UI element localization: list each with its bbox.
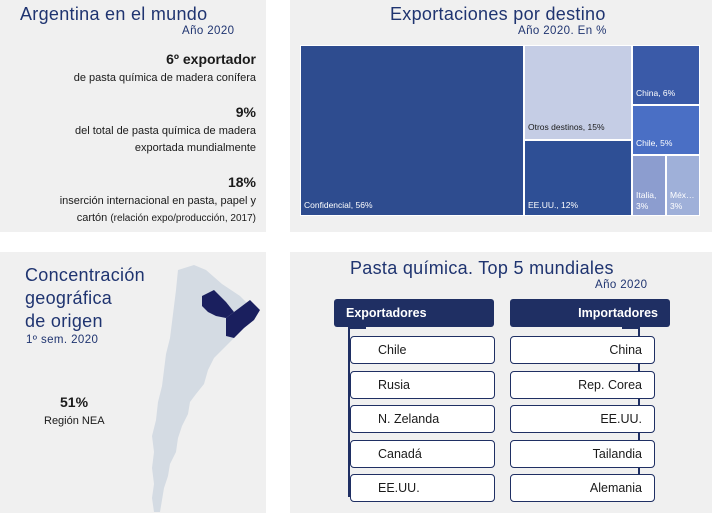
treemap-tile: EE.UU., 12% [524,140,632,216]
top5-subtitle: Año 2020 [595,279,648,291]
exportador-item: EE.UU. [350,474,495,502]
stat-note: (relación expo/producción, 2017) [110,213,256,224]
treemap-tile-label: EE.UU., 12% [528,200,579,210]
misiones-region [202,290,234,318]
stat-description: exportada mundialmente [134,142,256,154]
mundo-panel: Argentina en el mundo Año 2020 6º export… [0,0,266,232]
stat-description: de pasta química de madera conífera [73,72,256,84]
stat-description: inserción internacional en pasta, papel … [59,195,256,207]
treemap-tile: Italia, 3% [632,155,666,216]
stat-value: 18% [227,174,256,190]
treemap-tile: Chile, 5% [632,105,700,155]
treemap-tile: Méx… 3% [666,155,700,216]
argentina-map [152,265,260,512]
stat-total: 9% del total de pasta química de madera … [75,104,256,157]
treemap-tile-label: Italia, 3% [636,190,657,211]
treemap-tile-label: Confidencial, 56% [304,200,373,210]
stat-value: 6º exportador [166,51,256,67]
treemap-tile-label: Otros destinos, 15% [528,122,605,132]
treemap-tile: Otros destinos, 15% [524,45,632,140]
concentracion-title-line: de origen [25,311,103,331]
stat-description: cartón [76,212,108,224]
stat-value: 9% [235,104,256,120]
top5-title: Pasta química. Top 5 mundiales [350,258,614,278]
importador-item: Tailandia [510,439,655,468]
importador-item: Alemania [510,474,655,502]
exportador-item: Chile [350,336,495,364]
importador-item: EE.UU. [510,405,655,433]
stat-description: del total de pasta química de madera [74,125,256,137]
exportador-item: Canadá [350,439,495,468]
concentracion-title-line: Concentración [25,265,145,285]
treemap-tile: Confidencial, 56% [300,45,524,216]
exportadores-header: Exportadores [334,299,494,327]
concentracion-value-label: Región NEA [44,415,105,427]
treemap-tile-label: Chile, 5% [636,138,673,148]
concentracion-title-line: geográfica [25,288,113,308]
stat-insercion: 18% inserción internacional en pasta, pa… [60,174,256,227]
nea-region [226,300,260,338]
treemap-tile-label: Méx… 3% [670,190,695,211]
stat-exportador: 6º exportador de pasta química de madera… [74,51,256,87]
importador-item: China [510,336,655,364]
mundo-title: Argentina en el mundo [20,4,208,24]
treemap-tile: China, 6% [632,45,700,105]
exportador-item: Rusia [350,370,495,399]
exportador-item: N. Zelanda [350,405,495,433]
mundo-subtitle: Año 2020 [182,25,235,37]
treemap-title: Exportaciones por destino [390,4,606,24]
concentracion-subtitle: 1º sem. 2020 [26,334,99,346]
treemap-subtitle: Año 2020. En % [518,25,607,37]
importadores-header: Importadores [510,299,670,327]
top5-panel: Pasta química. Top 5 mundiales Año 2020 … [290,252,712,513]
concentracion-value: 51% [60,394,89,410]
stat-description-last: cartón (relación expo/producción, 2017) [60,210,256,227]
treemap-tile-label: China, 6% [636,88,676,98]
treemap-chart: Confidencial, 56% Otros destinos, 15% EE.U… [300,45,700,216]
importador-item: Rep. Corea [510,370,655,399]
